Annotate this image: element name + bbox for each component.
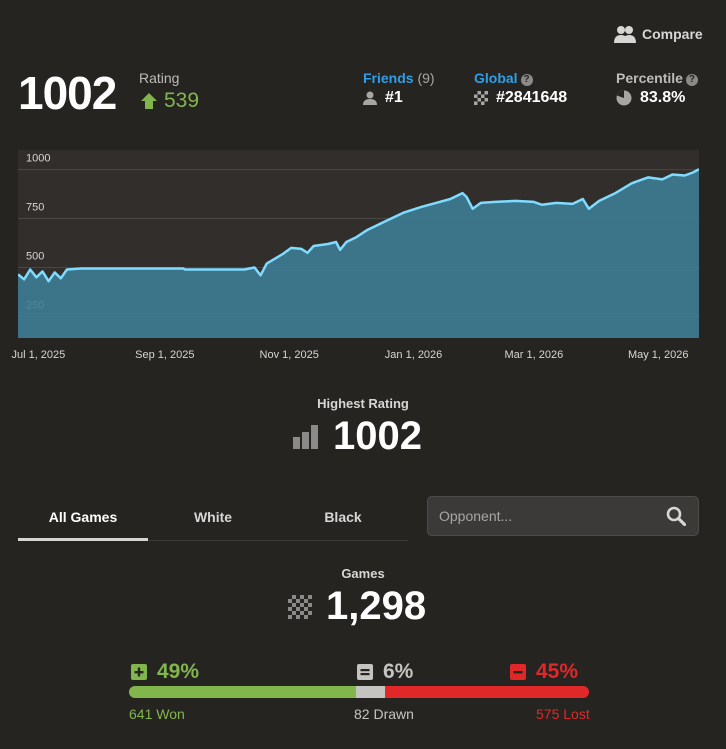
plus-square-icon [131,664,147,680]
y-tick-label: 500 [26,251,44,263]
tab-black[interactable]: Black [324,509,362,525]
lost-segment [385,686,589,698]
drawn-count: 82 Drawn [354,706,414,722]
drawn-segment [356,686,386,698]
rating-line [17,168,700,283]
current-rating: 1002 [18,67,117,119]
percentile-label: Percentile [616,70,683,86]
tab-all-games[interactable]: All Games [18,500,148,541]
equals-square-icon [357,664,373,680]
chart-x-axis: Jul 1, 2025 Sep 1, 2025 Nov 1, 2025 Jan 1, … [11,349,699,365]
percentile-stat: Percentile? 83.8% [616,70,698,107]
won-percent: 49% [131,660,199,684]
friends-count: (9) [417,70,435,86]
x-tick-label: Nov 1, 2025 [259,349,319,361]
x-tick-label: Sep 1, 2025 [135,349,195,361]
pie-icon [616,90,632,106]
chessboard-icon [288,594,312,619]
won-segment [129,686,357,698]
minus-square-icon [510,664,526,680]
highest-rating-label: Highest Rating [317,396,409,411]
global-stat[interactable]: Global? #2841648 [474,70,567,107]
global-rank: #2841648 [496,89,568,106]
games-count: 1,298 [288,584,426,629]
percentile-value: 83.8% [640,89,686,106]
opponent-search[interactable] [427,496,699,536]
lost-percent: 45% [510,660,578,684]
compare-button[interactable]: Compare [614,25,703,43]
rating-area [18,169,699,338]
help-icon[interactable]: ? [685,74,698,86]
rating-change-value: 539 [164,89,200,112]
arrow-up-icon [141,93,157,109]
drawn-percent-value: 6% [383,660,414,683]
help-icon[interactable]: ? [520,74,533,86]
won-percent-value: 49% [157,660,200,683]
x-tick-label: Mar 1, 2026 [504,349,564,361]
games-label: Games [341,566,385,581]
games-count-value: 1,298 [326,584,427,628]
compare-label: Compare [642,26,703,42]
person-icon [363,91,377,105]
won-count: 641 Won [129,706,185,722]
x-tick-label: May 1, 2026 [627,349,689,361]
rating-chart-svg[interactable]: 1000750500250 [17,150,700,338]
y-tick-label: 1000 [26,153,50,165]
search-icon[interactable] [666,506,686,526]
chessboard-icon [474,91,488,105]
highest-rating-value: 1002 [333,414,422,458]
highest-rating: 1002 [293,414,422,459]
tab-white[interactable]: White [193,509,233,525]
rating-change: 539 [140,89,199,113]
lost-percent-value: 45% [536,660,579,683]
rating-chart[interactable]: 1000750500250 [17,150,700,338]
friends-stat[interactable]: Friends (9) #1 [363,70,435,107]
global-label[interactable]: Global [474,70,518,86]
opponent-search-input[interactable] [437,507,666,525]
lost-count: 575 Lost [536,706,590,722]
friends-rank: #1 [385,89,403,106]
results-bar [129,686,589,698]
friends-label[interactable]: Friends [363,70,414,86]
x-tick-label: Jul 1, 2025 [11,349,66,361]
friends-compare-icon [614,26,636,43]
bar-chart-icon [293,424,318,449]
drawn-percent: 6% [357,660,413,684]
y-tick-label: 750 [26,202,44,214]
rating-label: Rating [139,70,180,86]
game-filter-tabs: All Games White Black [18,500,408,541]
x-tick-label: Jan 1, 2026 [384,349,443,361]
